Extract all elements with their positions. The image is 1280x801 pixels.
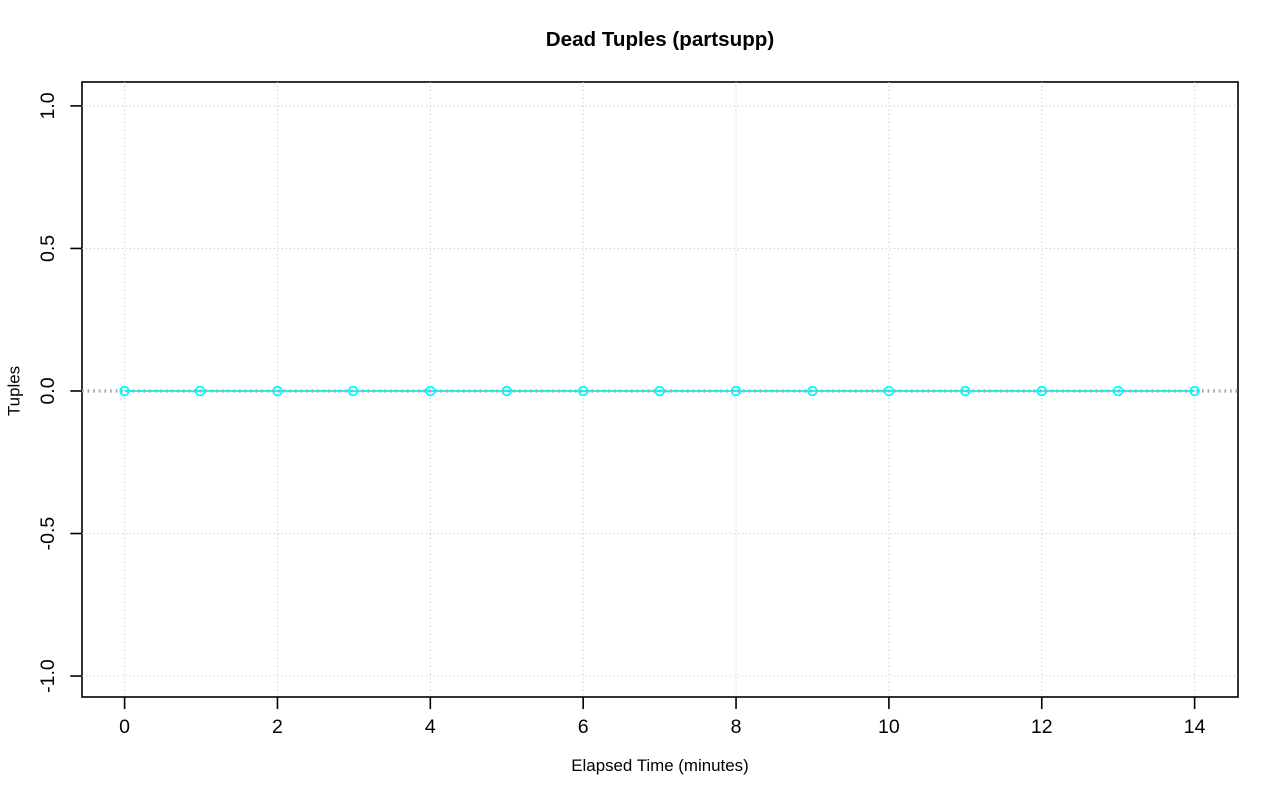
svg-text:1.0: 1.0	[37, 92, 59, 119]
svg-text:Tuples: Tuples	[5, 366, 24, 416]
svg-text:14: 14	[1184, 716, 1206, 738]
svg-text:-0.5: -0.5	[37, 517, 59, 551]
svg-text:8: 8	[731, 716, 742, 738]
svg-text:2: 2	[272, 716, 283, 738]
svg-text:0.0: 0.0	[37, 377, 59, 404]
svg-text:4: 4	[425, 716, 436, 738]
svg-text:0.5: 0.5	[37, 235, 59, 262]
svg-text:6: 6	[578, 716, 589, 738]
svg-text:Elapsed Time (minutes): Elapsed Time (minutes)	[571, 756, 748, 775]
svg-text:10: 10	[878, 716, 900, 738]
svg-text:12: 12	[1031, 716, 1053, 738]
svg-text:Dead Tuples (partsupp): Dead Tuples (partsupp)	[546, 28, 774, 51]
svg-text:-1.0: -1.0	[37, 659, 59, 693]
svg-text:0: 0	[119, 716, 130, 738]
